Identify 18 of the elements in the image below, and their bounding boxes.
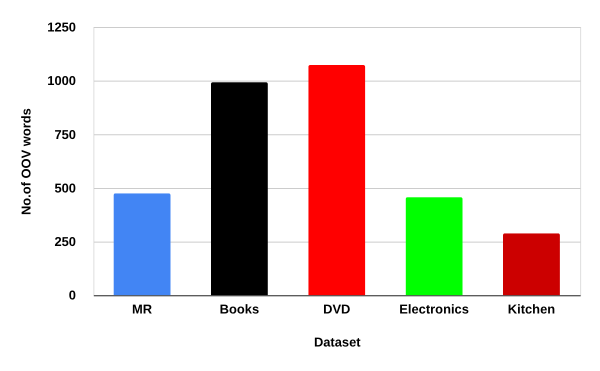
y-tick-label: 1250 [47,19,76,34]
bar [210,82,268,296]
x-tick-label: Kitchen [508,302,556,317]
bar [114,193,171,296]
y-tick-label: 250 [54,234,76,250]
y-axis-title: No.of OOV words [18,108,34,216]
y-tick-label: 750 [54,126,76,142]
x-tick-label: Electronics [399,302,469,317]
bar [502,233,560,296]
y-tick-label: 1000 [47,73,76,88]
x-tick-label: Books [220,302,260,317]
x-tick-label: MR [132,302,153,317]
x-tick-label: DVD [323,302,350,317]
y-tick-label: 500 [54,180,76,196]
bar [308,65,366,296]
y-tick-label: 0 [68,288,76,303]
x-axis-title: Dataset [314,334,362,350]
bar [406,197,463,296]
